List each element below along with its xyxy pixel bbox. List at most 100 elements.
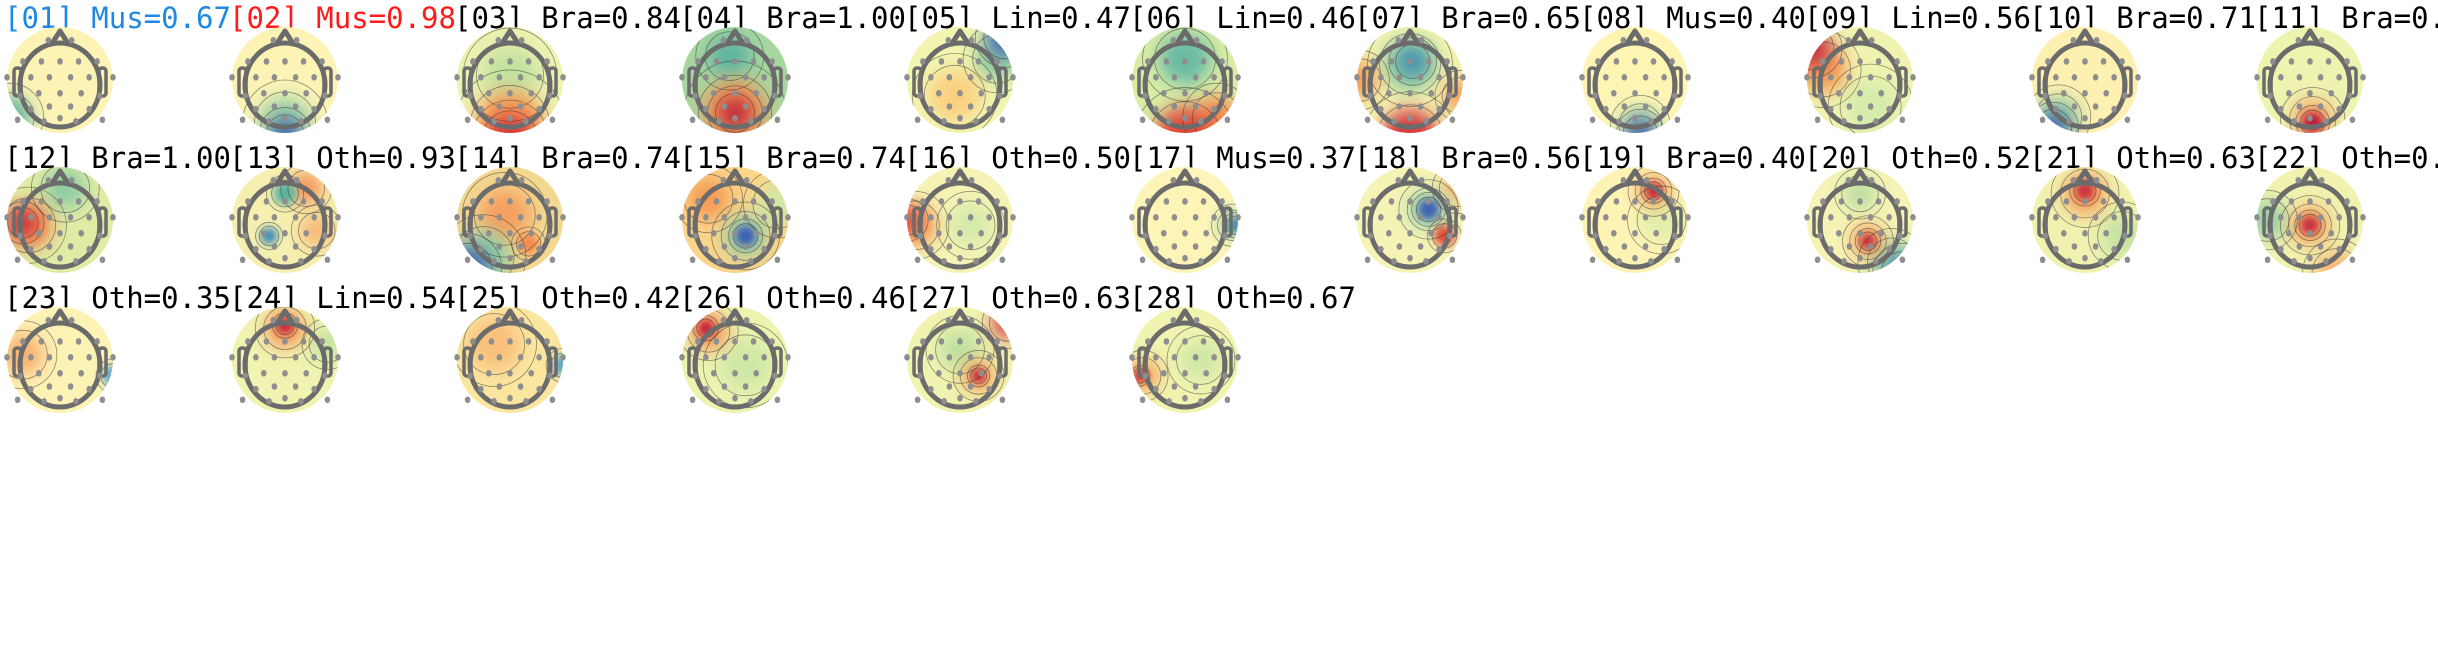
- electrode-marker: [14, 396, 21, 404]
- electrode-marker: [713, 198, 720, 205]
- electrode-marker: [536, 74, 542, 81]
- contour-line: [471, 99, 549, 133]
- electrode-marker: [2111, 74, 2117, 81]
- electrode-marker: [546, 92, 553, 100]
- electrode-marker: [2291, 258, 2297, 265]
- electrode-marker: [242, 92, 249, 100]
- nose-icon: [1848, 28, 1872, 47]
- electrode-marker: [1857, 89, 1863, 97]
- electrode-marker: [1804, 214, 1810, 221]
- electrode-marker: [1643, 36, 1650, 44]
- electrode-marker: [703, 385, 709, 393]
- electrode-marker: [1857, 229, 1863, 237]
- electrode-marker: [110, 74, 116, 81]
- electrode-marker: [478, 214, 484, 221]
- electrode-marker: [1163, 58, 1170, 65]
- electrode-marker: [2278, 105, 2284, 113]
- electrode-marker: [2045, 58, 2051, 65]
- electrode-marker: [769, 338, 775, 345]
- electrode-marker: [96, 372, 103, 380]
- panel-title: [17] Mus=0.37: [1129, 141, 1356, 175]
- electrode-marker: [518, 316, 525, 324]
- electrode-marker: [1653, 89, 1659, 97]
- electrode-marker: [245, 58, 251, 65]
- electrode-marker: [785, 354, 791, 361]
- electrode-marker: [2082, 229, 2088, 237]
- panel-title: [02] Mus=0.98: [229, 1, 456, 35]
- electrode-marker: [298, 258, 304, 265]
- electrode-marker: [1221, 372, 1228, 380]
- electrode-marker: [1171, 74, 1178, 81]
- electrode-marker: [263, 58, 270, 65]
- electrode-marker: [2066, 258, 2072, 265]
- electrode-marker: [732, 254, 738, 262]
- electrode-marker: [1235, 214, 1241, 221]
- contour-line: [1133, 87, 1237, 133]
- electrode-marker: [261, 229, 267, 237]
- electrode-marker: [2100, 58, 2107, 65]
- electrode-marker: [1192, 74, 1199, 81]
- electrode-marker: [2264, 116, 2271, 124]
- electrode-marker: [96, 92, 103, 100]
- electrode-marker: [335, 74, 341, 81]
- electrode-marker: [920, 198, 926, 205]
- electrode-marker: [713, 338, 720, 345]
- contour-line: [2280, 87, 2346, 133]
- panel-title: [12] Bra=1.00: [4, 141, 231, 175]
- electrode-marker: [2278, 214, 2284, 221]
- nose-icon: [1398, 168, 1422, 187]
- electrode-marker: [1396, 243, 1403, 250]
- electrode-marker: [486, 369, 492, 377]
- contour-line: [1634, 172, 1673, 210]
- panel-title: [26] Oth=0.46: [679, 281, 906, 315]
- electrode-marker: [78, 369, 84, 377]
- electrode-marker: [1613, 58, 1620, 65]
- electrode-marker: [245, 198, 251, 205]
- electrode-marker: [41, 398, 47, 405]
- electrode-marker: [266, 258, 272, 265]
- electrode-marker: [785, 74, 791, 81]
- electrode-marker: [518, 36, 525, 44]
- electrode-marker: [1817, 232, 1824, 240]
- electrode-marker: [2121, 92, 2128, 100]
- electrode-marker: [703, 74, 709, 81]
- electrode-marker: [928, 105, 934, 113]
- electrode-marker: [2323, 258, 2329, 265]
- nose-icon: [273, 308, 297, 327]
- electrode-marker: [2318, 176, 2325, 184]
- panel-title: [18] Bra=0.56: [1354, 141, 1581, 175]
- electrode-marker: [17, 92, 24, 100]
- electrode-marker: [945, 36, 952, 44]
- electrode-marker: [945, 176, 952, 184]
- electrode-marker: [2267, 232, 2274, 240]
- panel-title: [28] Oth=0.67: [1129, 281, 1356, 315]
- electrode-marker: [774, 116, 781, 124]
- contour-line: [30, 167, 100, 223]
- electrode-marker: [1391, 118, 1397, 125]
- electrode-marker: [695, 198, 701, 205]
- electrode-marker: [2323, 118, 2329, 125]
- electrode-marker: [1886, 245, 1892, 253]
- electrode-marker: [1163, 338, 1170, 345]
- electrode-marker: [2042, 232, 2049, 240]
- electrode-marker: [319, 338, 325, 345]
- contour-line: [7, 110, 25, 133]
- electrode-marker: [2039, 256, 2046, 264]
- electrode-marker: [1224, 256, 1231, 264]
- electrode-marker: [946, 383, 953, 390]
- electrode-marker: [57, 198, 63, 205]
- electrode-marker: [2135, 74, 2141, 81]
- electrode-marker: [319, 198, 325, 205]
- contour-line: [1872, 242, 1913, 273]
- panel-title: [20] Oth=0.52: [1804, 141, 2031, 175]
- electrode-marker: [1417, 103, 1424, 110]
- electrode-marker: [750, 338, 757, 345]
- electrode-marker: [1896, 232, 1903, 240]
- electrode-marker: [1436, 245, 1442, 253]
- topomap-panel: [25] Oth=0.42: [454, 281, 681, 413]
- electrode-marker: [2071, 214, 2078, 221]
- electrode-marker: [2053, 214, 2059, 221]
- electrode-marker: [2092, 243, 2099, 250]
- electrode-marker: [253, 105, 259, 113]
